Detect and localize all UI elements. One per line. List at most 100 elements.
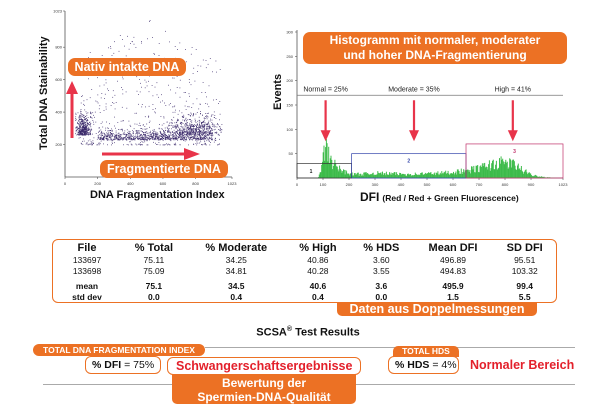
- scatter-point: [122, 78, 124, 80]
- histogram-bar: [362, 175, 364, 178]
- scatter-point: [158, 127, 160, 129]
- scatter-point: [193, 137, 195, 139]
- scatter-point: [153, 132, 155, 134]
- scatter-point: [93, 114, 94, 116]
- histogram-gate-label: 2: [407, 159, 410, 165]
- scatter-point: [160, 128, 162, 130]
- scatter-point: [155, 136, 157, 138]
- histogram-bar: [387, 174, 389, 178]
- scatter-point: [147, 137, 149, 139]
- scatter-point: [169, 144, 171, 146]
- scatter-point: [106, 137, 107, 139]
- scatter-point: [185, 49, 186, 50]
- scatter-point: [83, 123, 84, 124]
- scatter-point: [75, 120, 77, 121]
- scatter-point: [96, 138, 98, 140]
- scatter-point: [180, 139, 181, 140]
- scatter-point: [168, 104, 170, 106]
- scatter-point: [84, 128, 85, 130]
- scatter-point: [81, 134, 83, 135]
- histogram-bar: [508, 167, 510, 178]
- scatter-point: [143, 132, 144, 133]
- histogram-bar: [365, 172, 367, 178]
- scatter-point: [85, 122, 86, 123]
- scatter-point: [195, 120, 196, 122]
- scatter-point: [145, 139, 147, 141]
- scatter-point: [196, 137, 198, 139]
- scatter-point: [107, 130, 109, 132]
- scatter-point: [209, 127, 210, 129]
- histogram-region-arrow-head: [409, 130, 420, 142]
- scatter-point: [83, 127, 85, 129]
- scatter-point: [177, 126, 179, 128]
- scatter-point: [189, 135, 191, 136]
- histogram-bar: [380, 172, 382, 178]
- scatter-point: [201, 124, 203, 126]
- scatter-point: [138, 143, 139, 145]
- scatter-point: [164, 139, 166, 140]
- scatter-point: [158, 137, 159, 138]
- histogram-bar: [327, 161, 329, 178]
- scatter-point: [122, 137, 124, 138]
- scatter-point: [91, 129, 92, 131]
- scatter-point: [116, 135, 118, 137]
- scatter-point: [81, 127, 83, 129]
- scatter-point: [90, 133, 91, 135]
- scatter-point: [148, 132, 150, 134]
- scatter-point: [82, 143, 84, 145]
- scatter-point: [198, 126, 200, 128]
- scatter-point: [163, 131, 165, 132]
- histogram-bar: [393, 172, 395, 178]
- scatter-point: [195, 124, 196, 126]
- scatter-point: [123, 133, 125, 135]
- scatter-point: [84, 122, 86, 124]
- scatter-point: [196, 124, 198, 126]
- scatter-point: [99, 112, 101, 113]
- scatter-point: [144, 135, 146, 137]
- scatter-point: [158, 135, 160, 136]
- histogram-bar: [426, 173, 428, 178]
- histogram-bar: [499, 163, 501, 178]
- histogram-bar: [544, 177, 546, 178]
- scatter-point: [181, 134, 183, 136]
- scatter-point: [147, 137, 149, 139]
- dfi-value: = 75%: [121, 359, 155, 371]
- scatter-point: [138, 103, 139, 105]
- scatter-point: [82, 121, 84, 122]
- scatter-point: [82, 120, 84, 121]
- histogram-bar: [392, 173, 394, 178]
- scatter-point: [115, 134, 117, 135]
- histogram-bar: [318, 177, 320, 178]
- scatter-point: [90, 126, 92, 128]
- scatter-point: [84, 133, 86, 135]
- histogram-bar: [373, 175, 375, 178]
- scatter-point: [204, 134, 206, 136]
- scatter-point: [141, 104, 143, 105]
- scatter-point: [83, 128, 84, 130]
- scatter-point: [210, 133, 212, 134]
- scatter-point: [109, 136, 110, 137]
- scatter-point: [187, 134, 189, 136]
- scatter-point: [79, 128, 81, 130]
- scatter-point: [189, 81, 190, 83]
- scatter-point: [121, 106, 123, 108]
- scatter-point: [179, 134, 181, 136]
- scatter-point: [133, 131, 134, 133]
- scatter-point: [191, 47, 193, 48]
- histogram-bar: [500, 156, 502, 178]
- scatter-point: [193, 130, 195, 132]
- scatter-point: [219, 113, 221, 115]
- scatter-point: [176, 132, 178, 134]
- scatter-point: [87, 126, 89, 128]
- histogram-bar: [474, 172, 476, 178]
- cell: 133698: [72, 266, 102, 276]
- scatter-point: [89, 129, 91, 131]
- scatter-point: [129, 131, 131, 132]
- scatter-point: [196, 131, 198, 133]
- scatter-point: [133, 137, 135, 139]
- scatter-point: [206, 124, 208, 126]
- scatter-point: [78, 131, 80, 133]
- scatter-point: [82, 123, 84, 124]
- scatter-point: [135, 133, 137, 135]
- scatter-point: [128, 136, 130, 138]
